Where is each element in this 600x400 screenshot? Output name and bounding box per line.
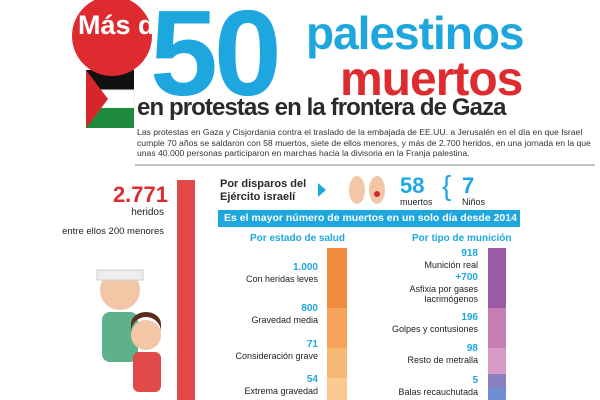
flag-green	[86, 108, 134, 128]
item-value: 98	[466, 343, 478, 354]
item-label: Extrema gravedad	[244, 386, 318, 396]
killed-heading: Por disparos del Ejército israelí	[220, 178, 307, 204]
ammo-segment	[488, 348, 506, 374]
item-label: Munición real	[424, 260, 478, 270]
item-value: 800	[301, 303, 318, 314]
foot	[369, 176, 385, 204]
child-hair	[131, 312, 161, 332]
stat-label: heridos	[131, 207, 164, 218]
item-label: Asfixia por gases lacrimógenos	[409, 284, 478, 304]
item-value: 196	[461, 312, 478, 323]
item-label: Gravedad media	[251, 315, 318, 325]
killed-value: 58	[400, 173, 425, 198]
badge-text: Más de	[78, 10, 170, 40]
stat-value: 2.771	[112, 182, 168, 207]
item-label: Consideración grave	[235, 351, 318, 361]
stat-note: entre ellos 200 menores	[62, 226, 164, 237]
wound	[374, 191, 380, 197]
item-value: 5	[472, 375, 478, 386]
flag-triangle	[86, 70, 108, 128]
flag-black	[86, 70, 134, 90]
headline-line: palestinos	[306, 7, 525, 59]
intro: Las protestas en Gaza y Cisjordania cont…	[137, 127, 591, 159]
item-value: +700	[455, 272, 478, 283]
arrow	[318, 183, 326, 197]
item-label: Golpes y contusiones	[391, 324, 478, 334]
children-label: Niños	[462, 197, 486, 207]
item-value: 71	[306, 339, 318, 350]
banner: Es el mayor número de muertos en un solo…	[224, 212, 517, 224]
headline-number: 50	[150, 0, 282, 121]
item-label: Resto de metralla	[407, 355, 478, 365]
health-segment	[327, 248, 347, 308]
ammo-segment	[488, 374, 506, 388]
person-body	[102, 312, 138, 362]
ammo-segment	[488, 308, 506, 348]
bandage	[96, 269, 144, 281]
ammo-segment	[488, 248, 506, 308]
foot	[349, 176, 365, 204]
child-head	[131, 320, 161, 350]
item-value: 54	[306, 374, 318, 385]
section-title: Por tipo de munición	[412, 233, 512, 244]
ammo-segment	[488, 388, 506, 400]
item-value: 918	[461, 248, 478, 259]
headline-line: muertos	[340, 53, 523, 106]
health-segment	[327, 378, 347, 400]
banner-bg	[218, 210, 520, 227]
item-value: 1.000	[292, 262, 318, 273]
killed-label: muertos	[400, 197, 433, 207]
item-label: Balas recauchutada	[398, 387, 478, 397]
children-value: 7	[462, 173, 475, 198]
injured-bar	[177, 180, 195, 400]
health-segment	[327, 348, 347, 378]
item-label: Con heridas leves	[245, 274, 318, 284]
child-body	[133, 352, 161, 392]
health-segment	[327, 308, 347, 348]
headline-line: en protestas en la frontera de Gaza	[137, 94, 507, 121]
section-title: Por estado de salud	[250, 233, 346, 244]
brace: {	[442, 170, 452, 201]
badge	[72, 0, 152, 76]
